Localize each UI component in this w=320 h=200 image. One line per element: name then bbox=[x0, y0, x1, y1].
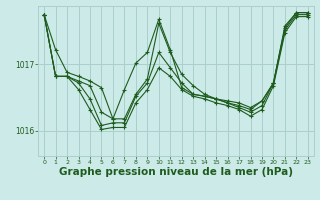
X-axis label: Graphe pression niveau de la mer (hPa): Graphe pression niveau de la mer (hPa) bbox=[59, 167, 293, 177]
